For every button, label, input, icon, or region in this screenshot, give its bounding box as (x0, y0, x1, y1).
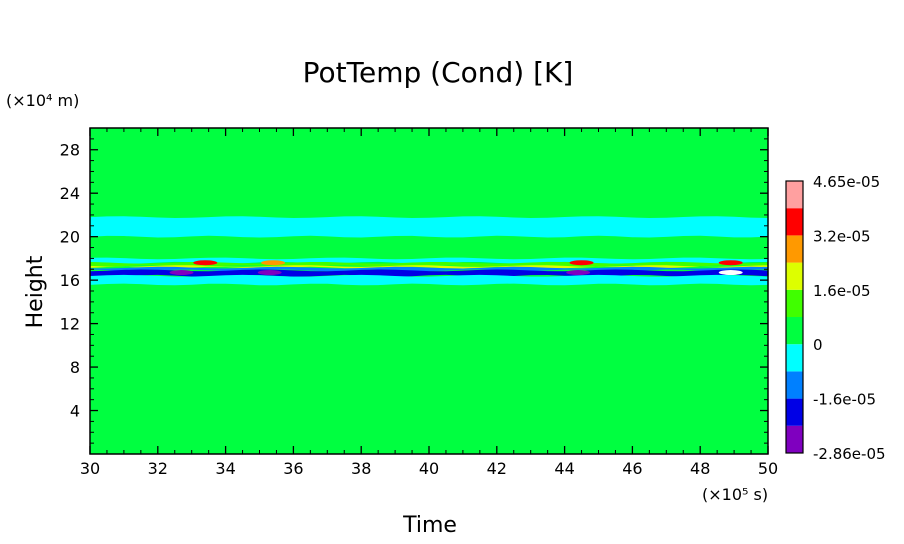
y-unit-label: (×10⁴ m) (6, 91, 79, 110)
colorbar: 4.65e-05 3.2e-05 1.6e-05 0 -1.6e-05 -2.86e-05 (785, 173, 886, 463)
x-tick-label: 50 (758, 459, 778, 478)
y-tick-label: 8 (70, 358, 80, 377)
x-tick-label: 36 (283, 459, 303, 478)
contour-spot (718, 260, 743, 266)
contour-band (90, 257, 768, 264)
field-background (90, 128, 768, 454)
colorbar-segment (786, 208, 803, 236)
contour-spot (569, 260, 594, 266)
contour-spot (169, 270, 194, 276)
x-tick-label: 46 (622, 459, 642, 478)
x-axis-label: Time (402, 513, 457, 538)
x-unit-label: (×10⁵ s) (702, 485, 768, 504)
y-tick-label: 16 (60, 271, 80, 290)
contour-spot (257, 270, 282, 276)
colorbar-label: -2.86e-05 (813, 445, 886, 463)
contour-band (90, 274, 768, 286)
y-tick-label: 20 (60, 228, 80, 247)
colorbar-segment (786, 371, 803, 399)
y-tick-label: 12 (60, 315, 80, 334)
y-axis-label: Height (23, 255, 48, 328)
colorbar-segment (786, 262, 803, 290)
colorbar-segment (786, 398, 803, 426)
x-tick-label: 40 (419, 459, 439, 478)
colorbar-label: -1.6e-05 (813, 391, 876, 409)
x-tick-label: 30 (80, 459, 100, 478)
contour-spot (261, 260, 286, 266)
x-tick-label: 44 (554, 459, 574, 478)
contour-spot (193, 260, 218, 266)
contour-spot (566, 270, 591, 276)
colorbar-segment (786, 425, 803, 453)
contour-band (90, 216, 768, 238)
colorbar-segment (786, 344, 803, 372)
colorbar-segment (786, 317, 803, 345)
x-tick-label: 34 (215, 459, 235, 478)
x-tick-label: 48 (690, 459, 710, 478)
x-tick-label: 42 (487, 459, 507, 478)
plot-area (89, 127, 769, 455)
contour-band (90, 261, 768, 267)
colorbar-frame (785, 180, 804, 454)
contour-spot (718, 270, 743, 276)
colorbar-segment (786, 289, 803, 317)
colorbar-label: 0 (813, 336, 823, 354)
colorbar-segment (786, 181, 803, 209)
colorbar-label: 4.65e-05 (813, 173, 880, 191)
colorbar-label: 1.6e-05 (813, 282, 871, 300)
colorbar-label: 3.2e-05 (813, 227, 871, 245)
x-tick-label: 32 (148, 459, 168, 478)
y-tick-label: 4 (70, 402, 80, 421)
y-tick-label: 28 (60, 141, 80, 160)
chart-title: PotTemp (Cond) [K] (303, 56, 574, 89)
y-tick-label: 24 (60, 184, 80, 203)
x-tick-label: 38 (351, 459, 371, 478)
colorbar-segment (786, 235, 803, 263)
